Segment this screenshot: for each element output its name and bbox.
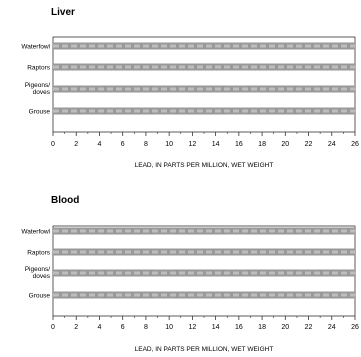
x-tick-label: 4 <box>98 324 102 331</box>
x-tick-label: 2 <box>74 324 78 331</box>
x-tick-label: 10 <box>165 324 173 331</box>
x-tick-label: 6 <box>121 324 125 331</box>
category-label: Pigeons/doves <box>25 266 51 280</box>
x-tick-label: 20 <box>281 141 289 148</box>
x-tick-label: 20 <box>281 324 289 331</box>
bar-waterfowl <box>53 42 355 50</box>
bar-raptors <box>53 63 355 71</box>
x-tick-label: 22 <box>305 324 313 331</box>
x-tick-label: 18 <box>258 141 266 148</box>
plot-frame <box>52 36 356 133</box>
x-tick-label: 8 <box>144 141 148 148</box>
bar-pigeonsdoves <box>53 269 355 277</box>
x-tick-label: 24 <box>328 324 336 331</box>
category-label: Waterfowl <box>21 44 50 51</box>
x-tick-label: 8 <box>144 324 148 331</box>
category-label: Waterfowl <box>21 229 50 236</box>
chart-title: Liver <box>51 7 75 18</box>
blood-chart: Blood Waterfowl Raptors Pigeons/doves Grous… <box>0 190 361 357</box>
x-tick-label: 6 <box>121 141 125 148</box>
x-tick-label: 14 <box>212 141 220 148</box>
bar-waterfowl <box>53 227 355 235</box>
x-tick-label: 0 <box>51 141 55 148</box>
x-axis-label: LEAD, IN PARTS PER MILLION, WET WEIGHT <box>135 346 274 353</box>
x-tick-label: 10 <box>165 141 173 148</box>
x-tick-label: 14 <box>212 324 220 331</box>
x-tick-label: 16 <box>235 324 243 331</box>
x-tick-label: 26 <box>351 324 359 331</box>
x-tick-label: 16 <box>235 141 243 148</box>
liver-chart: Liver Waterfowl Raptors Pigeons/doves Grous… <box>0 0 361 178</box>
x-tick-label: 4 <box>98 141 102 148</box>
category-label: Raptors <box>27 250 51 257</box>
category-label: Grouse <box>29 109 51 116</box>
bar-raptors <box>53 248 355 256</box>
bar-grouse <box>53 107 355 115</box>
bar-grouse <box>53 291 355 299</box>
x-axis-label: LEAD, IN PARTS PER MILLION, WET WEIGHT <box>135 162 274 169</box>
x-tick-label: 0 <box>51 324 55 331</box>
category-label: Raptors <box>27 65 51 72</box>
x-tick-label: 24 <box>328 141 336 148</box>
x-tick-label: 2 <box>74 141 78 148</box>
x-tick-label: 12 <box>188 324 196 331</box>
bar-pigeonsdoves <box>53 85 355 93</box>
category-label: Grouse <box>29 293 51 300</box>
x-tick-label: 22 <box>305 141 313 148</box>
chart-title: Blood <box>51 195 80 206</box>
x-tick-label: 18 <box>258 324 266 331</box>
x-tick-label: 12 <box>188 141 196 148</box>
category-label: Pigeons/doves <box>25 82 51 96</box>
x-tick-label: 26 <box>351 141 359 148</box>
